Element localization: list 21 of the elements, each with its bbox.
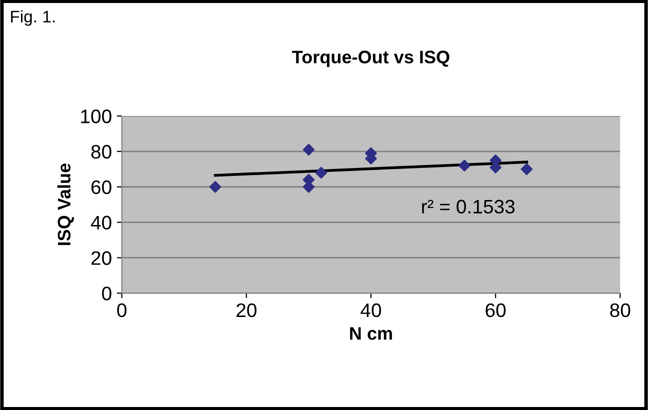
y-tick-label: 60 — [91, 180, 112, 194]
annotation: r² = 0.1533 — [422, 200, 515, 214]
y-axis-title: ISQ Value — [57, 164, 74, 246]
y-tick-label: 80 — [91, 144, 112, 159]
x-tick-label: 0 — [117, 303, 126, 318]
point — [458, 160, 470, 172]
point — [520, 163, 533, 176]
point — [315, 166, 328, 179]
x-tick-label: 60 — [486, 303, 506, 318]
x-axis-title: N cm — [350, 327, 392, 340]
y-tick-label: 40 — [90, 216, 112, 230]
x-tick-label: 40 — [360, 303, 382, 318]
point — [209, 180, 222, 193]
x-tick-label: 80 — [610, 303, 630, 318]
chart-title: Torque-Out vs ISQ — [292, 50, 450, 67]
y-tick-label: 100 — [81, 110, 112, 124]
y-tick-label: 0 — [102, 286, 112, 300]
point — [302, 144, 315, 156]
x-tick-label: 20 — [236, 303, 256, 318]
y-tick-label: 20 — [91, 251, 112, 265]
caption: Fig. 1. — [11, 10, 55, 26]
